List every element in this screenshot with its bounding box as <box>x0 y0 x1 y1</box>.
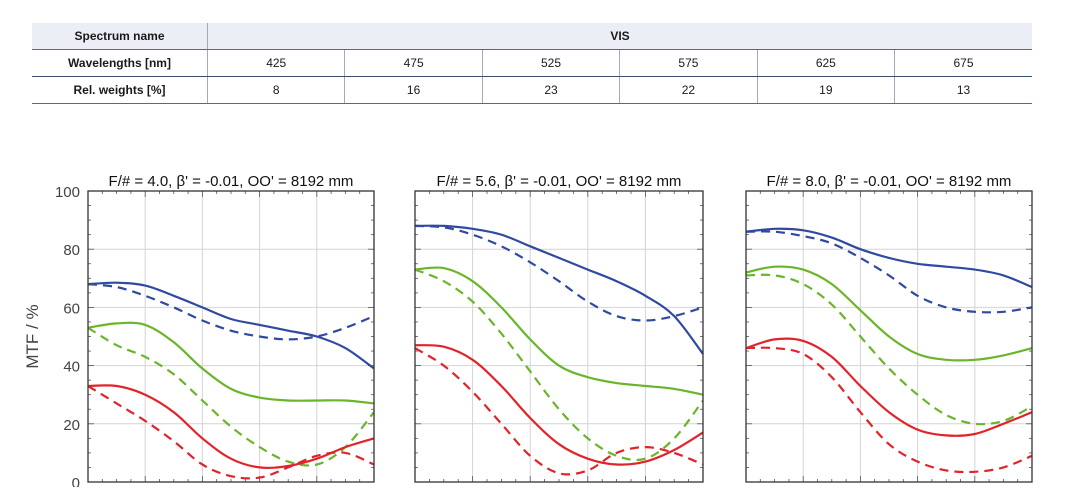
spectrum-name-row: Spectrum name VIS <box>32 23 1032 50</box>
y-tick-label: 80 <box>63 242 80 259</box>
plot-frame <box>87 190 375 483</box>
wavelengths-label: Wavelengths [nm] <box>32 49 208 77</box>
wavelength-cell: 475 <box>344 49 483 77</box>
series-line-blue-solid <box>745 227 1033 289</box>
y-tick-label: 20 <box>63 417 80 434</box>
chart-title: F/# = 5.6, β' = -0.01, OO' = 8192 mm <box>437 173 682 190</box>
spectrum-name-label: Spectrum name <box>32 23 208 50</box>
series-line-blue-dashed <box>745 230 1033 314</box>
series-line-green-solid <box>87 321 375 405</box>
series-line-red-dashed <box>87 385 375 480</box>
series-line-red-solid <box>87 384 375 470</box>
series-line-blue-solid <box>87 281 375 370</box>
plot-frame <box>414 190 704 483</box>
weight-cell: 13 <box>894 76 1032 104</box>
chart-title: F/# = 4.0, β' = -0.01, OO' = 8192 mm <box>109 173 354 190</box>
plot-frame <box>745 190 1033 483</box>
weights-label: Rel. weights [%] <box>32 76 208 104</box>
series-line-red-solid <box>745 337 1033 437</box>
wavelength-cell: 625 <box>757 49 896 77</box>
series-line-red-dashed <box>414 347 704 476</box>
weight-cell: 16 <box>344 76 483 104</box>
wavelength-cell: 575 <box>619 49 758 77</box>
weight-cell: 8 <box>207 76 346 104</box>
series-line-red-solid <box>414 344 704 466</box>
wavelength-cell: 525 <box>482 49 621 77</box>
y-tick-label: 60 <box>63 300 80 317</box>
spectrum-table: Spectrum name VIS Wavelengths [nm] 425 4… <box>32 23 1032 104</box>
y-tick-label: 100 <box>55 184 80 201</box>
series-line-green-dashed <box>745 273 1033 426</box>
y-tick-label: 0 <box>72 475 80 487</box>
chart-title: F/# = 8.0, β' = -0.01, OO' = 8192 mm <box>767 173 1012 190</box>
weight-cell: 22 <box>619 76 758 104</box>
wavelengths-row: Wavelengths [nm] 425 475 525 575 625 675 <box>32 49 1032 77</box>
series-line-green-dashed <box>87 326 375 467</box>
series-line-blue-dashed <box>87 283 375 341</box>
spectrum-name-value: VIS <box>207 23 1032 50</box>
weight-cell: 19 <box>757 76 896 104</box>
series-line-blue-solid <box>414 224 704 355</box>
y-tick-label: 40 <box>63 359 80 376</box>
series-line-green-solid <box>414 266 704 396</box>
wavelength-cell: 425 <box>207 49 346 77</box>
y-axis-label: MTF / % <box>23 304 42 368</box>
weight-cell: 23 <box>482 76 621 104</box>
series-line-green-dashed <box>414 268 704 462</box>
wavelength-cell: 675 <box>894 49 1032 77</box>
weights-row: Rel. weights [%] 8 16 23 22 19 13 <box>32 76 1032 104</box>
series-line-red-dashed <box>745 346 1033 474</box>
series-line-green-solid <box>745 265 1033 362</box>
series-line-blue-dashed <box>414 224 704 322</box>
